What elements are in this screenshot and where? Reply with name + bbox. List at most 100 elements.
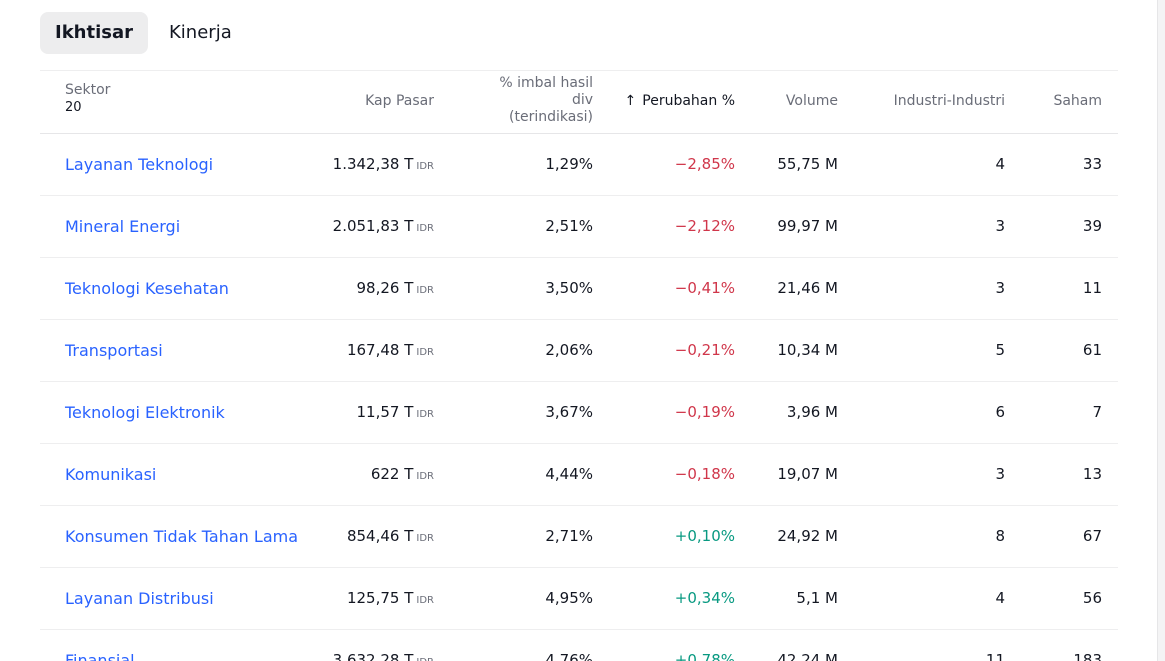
sector-name-link[interactable]: Finansial: [65, 651, 135, 661]
div-yield-cell: 2,51%: [545, 217, 593, 235]
div-yield-cell: 1,29%: [545, 155, 593, 173]
industries-count-cell: 4: [995, 155, 1005, 173]
view-tabs: Ikhtisar Kinerja: [40, 12, 247, 54]
volume-cell: 99,97 M: [777, 217, 838, 235]
industries-count-cell: 4: [995, 589, 1005, 607]
change-percent-cell: +0,78%: [674, 651, 735, 661]
volume-column-header[interactable]: Volume: [785, 93, 838, 109]
industries-count-cell: 8: [995, 527, 1005, 545]
stocks-count-cell: 61: [1082, 341, 1102, 359]
saham-column-header[interactable]: Saham: [1053, 93, 1102, 109]
stocks-count-cell: 56: [1082, 589, 1102, 607]
change-percent-cell: −0,19%: [674, 403, 735, 421]
sector-name-link[interactable]: Konsumen Tidak Tahan Lama: [65, 527, 299, 546]
market-cap-cell: 167,48 T IDR: [294, 320, 434, 381]
div-yield-column-header[interactable]: % imbal hasil div (terindikasi): [499, 75, 593, 126]
table-body: Layanan Teknologi 1.342,38 T IDR 1,29% −2…: [40, 134, 1118, 661]
change-percent-cell: −2,12%: [674, 217, 735, 235]
stocks-count-cell: 183: [1073, 651, 1102, 661]
div-yield-cell: 3,50%: [545, 279, 593, 297]
change-percent-cell: −0,21%: [674, 341, 735, 359]
div-yield-cell: 4,95%: [545, 589, 593, 607]
industries-count-cell: 5: [995, 341, 1005, 359]
sector-name-link[interactable]: Teknologi Kesehatan: [65, 279, 229, 298]
volume-cell: 5,1 M: [796, 589, 838, 607]
sector-name-link[interactable]: Teknologi Elektronik: [65, 403, 225, 422]
sector-name-link[interactable]: Transportasi: [65, 341, 163, 360]
table-row[interactable]: Komunikasi 622 T IDR 4,44% −0,18% 19,07 M…: [40, 444, 1118, 506]
market-cap-value: 125,75 T: [346, 589, 414, 607]
currency-unit: IDR: [416, 595, 434, 606]
market-cap-value: 622 T: [370, 465, 414, 483]
currency-unit: IDR: [416, 533, 434, 544]
market-cap-value: 1.342,38 T: [332, 155, 414, 173]
volume-cell: 24,92 M: [777, 527, 838, 545]
sektor-column-header[interactable]: Sektor 20: [65, 82, 110, 116]
table-row[interactable]: Layanan Teknologi 1.342,38 T IDR 1,29% −2…: [40, 134, 1118, 196]
table-header: Sektor 20 Kap Pasar % imbal hasil div (t…: [40, 70, 1118, 134]
kap-pasar-column-header[interactable]: Kap Pasar: [365, 93, 434, 109]
div-yield-cell: 2,71%: [545, 527, 593, 545]
currency-unit: IDR: [416, 223, 434, 234]
sector-name-link[interactable]: Mineral Energi: [65, 217, 181, 236]
div-yield-header-line1: % imbal hasil: [499, 75, 593, 91]
market-cap-cell: 854,46 T IDR: [294, 506, 434, 567]
table-row[interactable]: Teknologi Elektronik 11,57 T IDR 3,67% −0…: [40, 382, 1118, 444]
currency-unit: IDR: [416, 347, 434, 358]
table-row[interactable]: Teknologi Kesehatan 98,26 T IDR 3,50% −0,…: [40, 258, 1118, 320]
market-cap-value: 2.051,83 T: [332, 217, 414, 235]
tab-ikhtisar[interactable]: Ikhtisar: [40, 12, 148, 54]
industri-column-header[interactable]: Industri-Industri: [893, 93, 1005, 109]
stocks-count-cell: 39: [1082, 217, 1102, 235]
table-row[interactable]: Layanan Distribusi 125,75 T IDR 4,95% +0,…: [40, 568, 1118, 630]
sector-name-link[interactable]: Komunikasi: [65, 465, 157, 484]
market-cap-cell: 622 T IDR: [294, 444, 434, 505]
stocks-count-cell: 67: [1082, 527, 1102, 545]
volume-cell: 19,07 M: [777, 465, 838, 483]
volume-cell: 21,46 M: [777, 279, 838, 297]
change-percent-cell: −0,41%: [674, 279, 735, 297]
tab-kinerja[interactable]: Kinerja: [169, 22, 232, 43]
sektor-count: 20: [65, 100, 82, 115]
volume-cell: 42,24 M: [777, 651, 838, 661]
table-row[interactable]: Mineral Energi 2.051,83 T IDR 2,51% −2,12…: [40, 196, 1118, 258]
currency-unit: IDR: [416, 471, 434, 482]
industries-count-cell: 3: [995, 279, 1005, 297]
sector-name-link[interactable]: Layanan Teknologi: [65, 155, 214, 174]
currency-unit: IDR: [416, 409, 434, 420]
volume-cell: 10,34 M: [777, 341, 838, 359]
industries-count-cell: 11: [985, 651, 1005, 661]
market-cap-cell: 98,26 T IDR: [294, 258, 434, 319]
div-yield-cell: 4,44%: [545, 465, 593, 483]
change-percent-cell: +0,34%: [674, 589, 735, 607]
industries-count-cell: 3: [995, 217, 1005, 235]
div-yield-cell: 3,67%: [545, 403, 593, 421]
market-cap-value: 3.632,28 T: [332, 651, 414, 661]
currency-unit: IDR: [416, 285, 434, 296]
div-yield-cell: 4,76%: [545, 651, 593, 661]
market-cap-value: 11,57 T: [356, 403, 414, 421]
div-yield-header-line2: div: [571, 92, 593, 108]
scrollbar-track[interactable]: [1157, 0, 1165, 661]
market-cap-value: 98,26 T: [356, 279, 414, 297]
industries-count-cell: 6: [995, 403, 1005, 421]
industries-count-cell: 3: [995, 465, 1005, 483]
market-cap-cell: 125,75 T IDR: [294, 568, 434, 629]
div-yield-header-line3: (terindikasi): [509, 109, 593, 125]
stocks-count-cell: 11: [1082, 279, 1102, 297]
table-row[interactable]: Transportasi 167,48 T IDR 2,06% −0,21% 10…: [40, 320, 1118, 382]
currency-unit: IDR: [416, 657, 434, 661]
market-cap-value: 854,46 T: [346, 527, 414, 545]
perubahan-header-label: Perubahan %: [642, 93, 735, 109]
sector-name-link[interactable]: Layanan Distribusi: [65, 589, 214, 608]
market-cap-value: 167,48 T: [346, 341, 414, 359]
div-yield-cell: 2,06%: [545, 341, 593, 359]
change-percent-cell: −0,18%: [674, 465, 735, 483]
market-cap-cell: 1.342,38 T IDR: [294, 134, 434, 195]
table-row[interactable]: Konsumen Tidak Tahan Lama 854,46 T IDR 2,…: [40, 506, 1118, 568]
perubahan-column-header[interactable]: ↑ Perubahan %: [625, 93, 735, 110]
currency-unit: IDR: [416, 161, 434, 172]
stocks-count-cell: 7: [1092, 403, 1102, 421]
